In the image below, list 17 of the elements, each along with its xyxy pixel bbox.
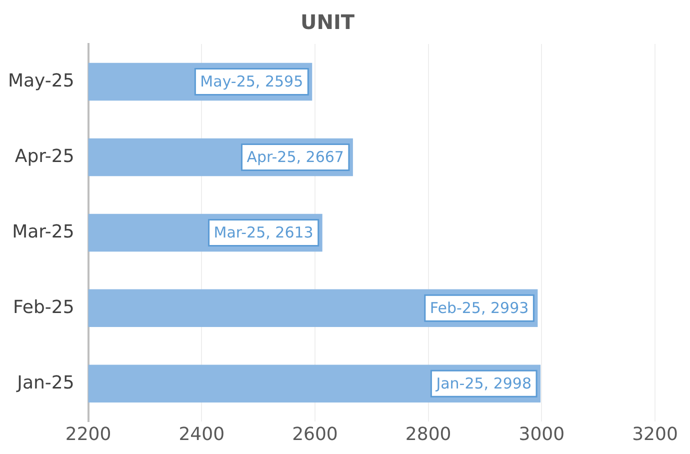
x-tick-label: 3000 — [518, 424, 565, 445]
y-tick-label: Jan-25 — [16, 372, 74, 394]
data-label: Mar-25, 2613 — [214, 224, 314, 242]
x-tick-label: 2600 — [292, 424, 338, 445]
chart-title: UNIT — [300, 10, 355, 34]
x-tick-label: 2200 — [65, 424, 112, 445]
data-label: Jan-25, 2998 — [435, 374, 532, 393]
x-tick-label: 2800 — [405, 424, 452, 445]
y-tick-label: Apr-25 — [14, 146, 74, 167]
data-label: Apr-25, 2667 — [246, 148, 344, 166]
x-tick-label: 2400 — [178, 424, 225, 445]
y-tick-label: Feb-25 — [13, 296, 74, 318]
x-tick-label: 3200 — [632, 424, 678, 445]
data-label: May-25, 2595 — [200, 72, 304, 91]
y-tick-label: Mar-25 — [12, 221, 74, 242]
y-tick-label: May-25 — [8, 70, 74, 92]
data-label: Feb-25, 2993 — [430, 299, 529, 318]
